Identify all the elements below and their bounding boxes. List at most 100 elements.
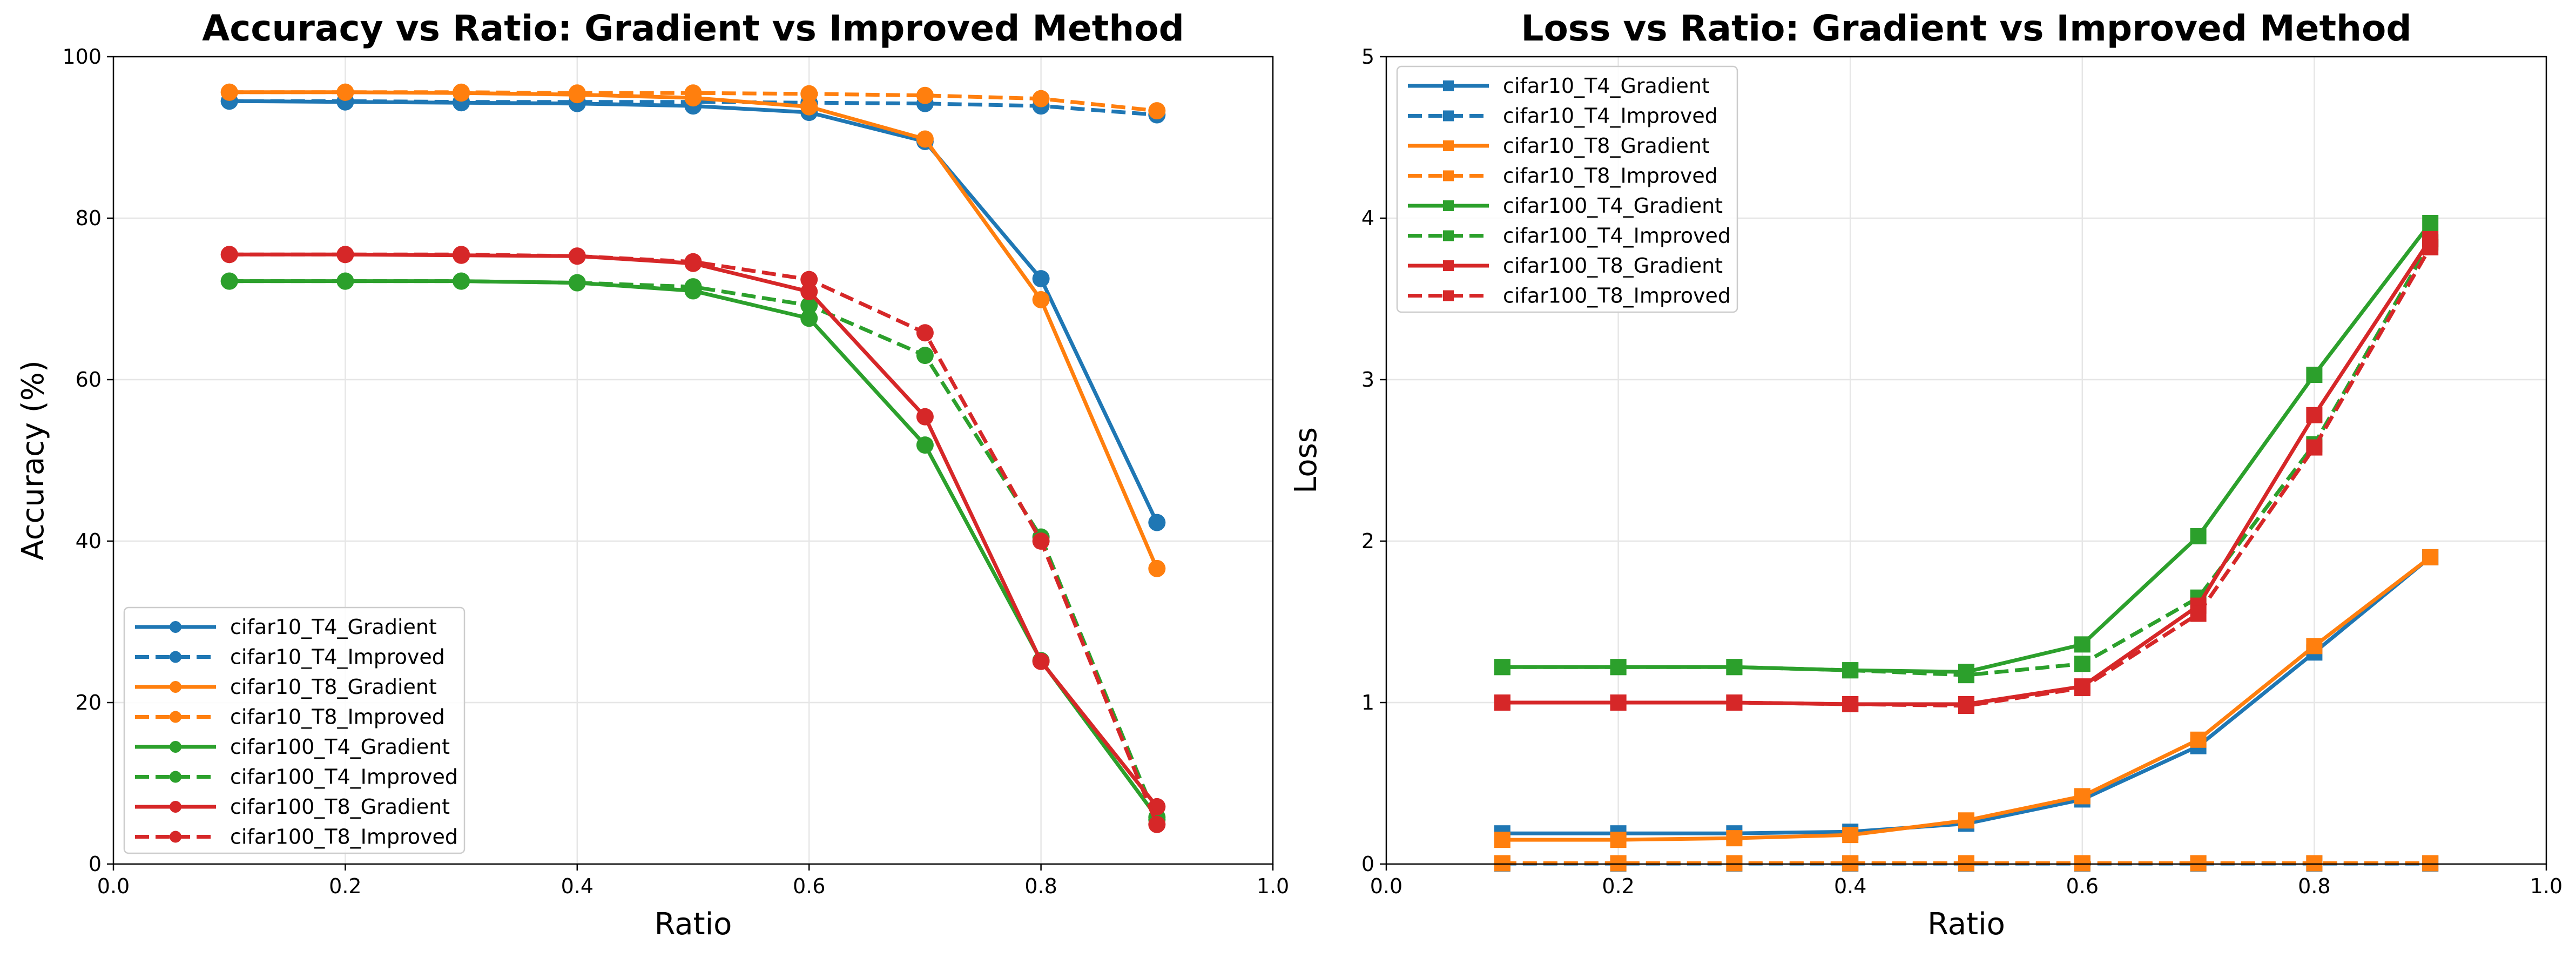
accuracy-legend-item: cifar100_T8_Improved — [135, 825, 458, 849]
loss-point-cifar100_T8_Improved — [2422, 239, 2439, 255]
loss-point-cifar100_T8_Improved — [1726, 694, 1743, 711]
loss-y-tick-label: 2 — [1361, 529, 1374, 553]
accuracy-point-cifar100_T8_Improved — [916, 324, 934, 342]
accuracy-point-cifar10_T8_Gradient — [1032, 291, 1050, 308]
accuracy-x-tick-label: 1.0 — [1257, 874, 1289, 898]
loss-point-cifar10_T8_Improved — [1842, 855, 1859, 872]
accuracy-point-cifar100_T8_Improved — [1148, 815, 1166, 833]
loss-legend-label: cifar100_T8_Improved — [1503, 284, 1731, 308]
accuracy-legend-item: cifar100_T4_Improved — [135, 765, 458, 789]
loss-x-tick-label: 0.0 — [1370, 874, 1402, 898]
accuracy-panel: 0.0 0.2 0.4 0.6 0.8 1.0 0 20 40 60 80 100 Accuracy v… — [16, 8, 1289, 942]
loss-point-cifar100_T8_Improved — [1842, 696, 1859, 712]
loss-y-tick-label: 5 — [1361, 45, 1374, 69]
accuracy-legend-marker — [170, 621, 181, 633]
loss-point-cifar10_T8_Improved — [1726, 855, 1743, 872]
loss-legend-label: cifar100_T4_Gradient — [1503, 194, 1723, 218]
loss-point-cifar100_T4_Improved — [1494, 659, 1510, 676]
loss-legend-label: cifar10_T4_Improved — [1503, 104, 1718, 128]
accuracy-point-cifar100_T8_Improved — [1032, 532, 1050, 550]
loss-y-tick-label: 0 — [1361, 852, 1374, 876]
loss-chart-title: Loss vs Ratio: Gradient vs Improved Meth… — [1521, 8, 2411, 49]
loss-legend-item: cifar100_T4_Gradient — [1408, 194, 1723, 218]
loss-point-cifar10_T8_Improved — [2074, 855, 2091, 872]
loss-legend-label: cifar10_T8_Improved — [1503, 164, 1718, 188]
accuracy-point-cifar100_T4_Gradient — [916, 436, 934, 454]
loss-y-tick-label: 4 — [1361, 206, 1374, 230]
accuracy-legend-item: cifar100_T8_Gradient — [135, 795, 450, 819]
loss-legend-label: cifar100_T4_Improved — [1503, 224, 1731, 248]
accuracy-series-cifar100_T8_Improved — [220, 246, 1166, 833]
loss-legend-item: cifar100_T8_Improved — [1408, 284, 1731, 308]
accuracy-point-cifar10_T8_Gradient — [916, 130, 934, 148]
accuracy-legend-marker — [170, 741, 181, 753]
loss-legend-item: cifar100_T8_Gradient — [1408, 254, 1723, 278]
accuracy-legend-label: cifar10_T8_Improved — [230, 705, 445, 729]
loss-point-cifar10_T8_Gradient — [1842, 827, 1859, 844]
loss-point-cifar10_T8_Gradient — [2074, 788, 2091, 805]
accuracy-point-cifar100_T8_Improved — [453, 246, 470, 264]
loss-point-cifar10_T8_Improved — [2422, 855, 2439, 872]
accuracy-x-tick-label: 0.6 — [793, 874, 825, 898]
accuracy-legend-label: cifar100_T4_Gradient — [230, 735, 450, 759]
accuracy-point-cifar100_T4_Improved — [568, 274, 586, 292]
accuracy-point-cifar10_T8_Improved — [568, 84, 586, 102]
accuracy-point-cifar10_T8_Improved — [220, 83, 238, 101]
loss-point-cifar100_T4_Improved — [1842, 662, 1859, 679]
loss-legend-marker — [1443, 290, 1454, 301]
accuracy-point-cifar100_T8_Improved — [336, 246, 354, 264]
accuracy-legend-marker — [170, 801, 181, 813]
loss-legend: cifar10_T4_Gradient cifar10_T4_Improvedci… — [1396, 65, 1738, 313]
loss-legend-item: cifar10_T4_Improved — [1408, 104, 1718, 128]
loss-legend-label: cifar10_T4_Gradient — [1503, 74, 1710, 98]
accuracy-point-cifar10_T8_Gradient — [800, 98, 818, 116]
accuracy-point-cifar100_T4_Improved — [453, 272, 470, 290]
loss-y-axis-label: Loss — [1289, 427, 1324, 494]
accuracy-point-cifar100_T4_Gradient — [800, 309, 818, 327]
loss-series-cifar100_T8_Improved — [1494, 239, 2439, 714]
accuracy-point-cifar10_T8_Improved — [336, 83, 354, 101]
loss-point-cifar100_T4_Gradient — [2306, 367, 2323, 383]
loss-point-cifar100_T4_Improved — [1958, 667, 1974, 684]
accuracy-legend: cifar10_T4_Gradient cifar10_T4_Improvedci… — [123, 606, 466, 854]
loss-legend-box — [1396, 65, 1738, 313]
accuracy-y-tick-label: 80 — [76, 206, 102, 230]
accuracy-point-cifar100_T4_Improved — [800, 296, 818, 314]
accuracy-point-cifar100_T4_Improved — [336, 272, 354, 290]
accuracy-plot-frame — [112, 56, 1274, 865]
loss-series-cifar10_T8_Gradient — [1494, 549, 2439, 848]
loss-point-cifar100_T8_Improved — [1610, 694, 1627, 711]
accuracy-series-cifar10_T8_Gradient — [220, 83, 1166, 577]
loss-x-tick-label: 1.0 — [2530, 874, 2562, 898]
loss-point-cifar100_T8_Improved — [1494, 694, 1510, 711]
accuracy-legend-item: cifar10_T8_Improved — [135, 705, 445, 729]
loss-panel: 0.0 0.2 0.4 0.6 0.8 1.0 0 1 2 3 4 5 Loss vs Ratio: G… — [1289, 8, 2562, 942]
accuracy-point-cifar10_T8_Improved — [800, 85, 818, 103]
loss-x-tick-label: 0.4 — [1834, 874, 1866, 898]
loss-point-cifar10_T8_Gradient — [1610, 832, 1627, 848]
loss-point-cifar10_T8_Gradient — [2306, 638, 2323, 655]
loss-y-tick-label: 3 — [1361, 368, 1374, 392]
loss-point-cifar10_T8_Gradient — [1958, 812, 1974, 829]
loss-point-cifar10_T8_Gradient — [2190, 731, 2207, 748]
accuracy-point-cifar100_T8_Improved — [568, 247, 586, 265]
loss-point-cifar10_T8_Gradient — [1726, 830, 1743, 847]
accuracy-point-cifar100_T8_Gradient — [1032, 652, 1050, 670]
accuracy-chart-title: Accuracy vs Ratio: Gradient vs Improved … — [202, 8, 1184, 49]
loss-point-cifar10_T8_Improved — [2190, 855, 2207, 872]
loss-point-cifar100_T4_Improved — [2074, 656, 2091, 672]
loss-x-tick-label: 0.8 — [2298, 874, 2330, 898]
loss-legend-marker — [1443, 200, 1454, 211]
accuracy-point-cifar100_T8_Gradient — [916, 408, 934, 426]
loss-legend-marker — [1443, 140, 1454, 151]
loss-x-tick-label: 0.2 — [1602, 874, 1634, 898]
loss-point-cifar100_T8_Improved — [2074, 680, 2091, 697]
loss-legend-item: cifar100_T4_Improved — [1408, 224, 1731, 248]
accuracy-legend-marker — [170, 711, 181, 723]
accuracy-series-cifar10_T8_Improved — [220, 83, 1166, 120]
accuracy-point-cifar10_T8_Improved — [453, 83, 470, 101]
accuracy-x-tick-label: 0.8 — [1024, 874, 1057, 898]
accuracy-y-tick-label: 60 — [76, 368, 102, 392]
loss-x-tick-label: 0.6 — [2066, 874, 2099, 898]
